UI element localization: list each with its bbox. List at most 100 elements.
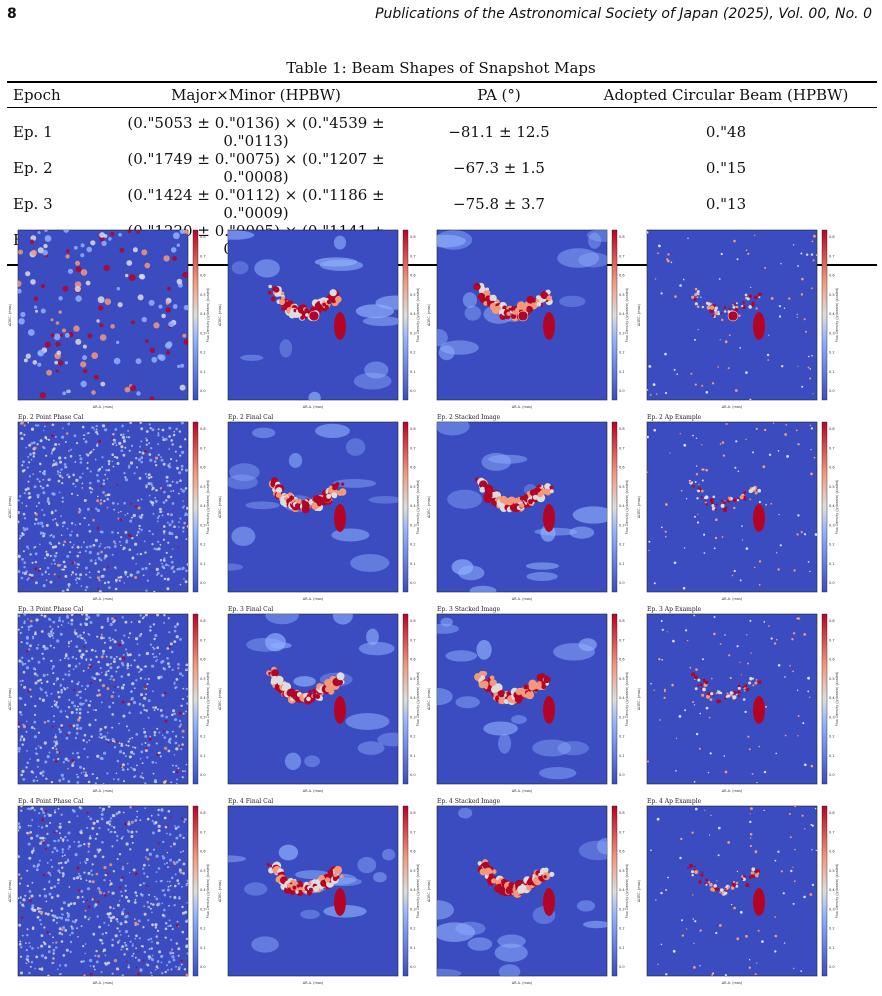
- colorbar-tick-label: 0.7: [410, 254, 416, 258]
- y-axis-label: ΔDEC. (mas): [8, 495, 12, 518]
- y-axis-label: ΔDEC. (mas): [218, 879, 222, 902]
- colorbar-tick-label: 0.2: [619, 927, 625, 931]
- colorbar-tick-label: 0.1: [619, 754, 625, 758]
- x-axis-label: ΔR.A. (mas): [512, 597, 533, 601]
- map-emission: [228, 423, 398, 572]
- x-axis-label: ΔR.A. (mas): [303, 981, 324, 985]
- colorbar-label: Flux Density (Jy/beam) (scaled): [835, 479, 839, 534]
- map-background: [646, 805, 818, 977]
- cell-pa: −75.8 ± 3.7: [453, 195, 545, 213]
- x-axis-label: ΔR.A. (mas): [93, 405, 114, 409]
- colorbar-tick-label: 0.0: [410, 389, 416, 393]
- page-number: 8: [7, 6, 17, 22]
- journal-title: Publications of the Astronomical Society…: [375, 6, 872, 22]
- map-emission: [647, 422, 817, 590]
- colorbar-tick-label: 0.6: [619, 658, 625, 662]
- colorbar-gradient: [611, 229, 618, 401]
- colorbar-tick-label: 0.3: [200, 523, 206, 527]
- panel-title: Ep. 3 Stacked Image: [437, 606, 501, 613]
- colorbar-tick-label: 0.7: [410, 830, 416, 834]
- colorbar-tick-label: 0.5: [200, 293, 206, 297]
- colorbar-tick-label: 0.3: [200, 715, 206, 719]
- colorbar-tick-label: 0.7: [829, 446, 835, 450]
- colorbar-tick-label: 0.6: [619, 274, 625, 278]
- colorbar-tick-label: 0.7: [200, 830, 206, 834]
- colorbar-tick-label: 0.1: [829, 370, 835, 374]
- y-axis-label: ΔDEC. (mas): [218, 495, 222, 518]
- colorbar-gradient: [192, 805, 199, 977]
- panel-title: Ep. 2 Point Phase Cal: [18, 414, 83, 421]
- colorbar-tick-label: 0.8: [829, 427, 835, 431]
- colorbar-label: Flux Density (Jy/beam) (scaled): [625, 287, 629, 342]
- colorbar-tick-label: 0.1: [829, 754, 835, 758]
- colorbar-label: Flux Density (Jy/beam) (scaled): [625, 863, 629, 918]
- colorbar-tick-label: 0.1: [410, 562, 416, 566]
- colorbar-tick-label: 0.8: [200, 427, 206, 431]
- x-axis-label: ΔR.A. (mas): [722, 597, 743, 601]
- colorbar-label: Flux Density (Jy/beam) (scaled): [416, 863, 420, 918]
- colorbar-tick-label: 0.5: [829, 869, 835, 873]
- cell-pa: −67.3 ± 1.5: [453, 159, 545, 177]
- colorbar-tick-label: 0.7: [619, 446, 625, 450]
- colorbar-tick-label: 0.6: [410, 466, 416, 470]
- map-panel: 0.8 0.7 0.6 0.5 0.4 0.3 0.2 0.1 0.0 Flux Density …: [218, 229, 420, 409]
- colorbar-tick-label: 0.3: [829, 331, 835, 335]
- colorbar: 0.8 0.7 0.6 0.5 0.4 0.3 0.2 0.1 0.0 Flux Density …: [611, 805, 629, 977]
- map-emission: [18, 230, 188, 400]
- colorbar-tick-label: 0.8: [619, 235, 625, 239]
- colorbar: 0.8 0.7 0.6 0.5 0.4 0.3 0.2 0.1 0.0 Flux Density …: [192, 229, 210, 401]
- colorbar: 0.8 0.7 0.6 0.5 0.4 0.3 0.2 0.1 0.0 Flux Density …: [402, 613, 420, 785]
- colorbar-tick-label: 0.4: [619, 888, 625, 892]
- colorbar-tick-label: 0.2: [829, 735, 835, 739]
- colorbar-tick-label: 0.2: [829, 543, 835, 547]
- colorbar-tick-label: 0.5: [619, 485, 625, 489]
- map-panel: 0.8 0.7 0.6 0.5 0.4 0.3 0.2 0.1 0.0 Flux Density …: [8, 414, 210, 601]
- beam-marker: [517, 310, 529, 322]
- map-emission: [18, 614, 188, 784]
- colorbar: 0.8 0.7 0.6 0.5 0.4 0.3 0.2 0.1 0.0 Flux Density …: [402, 421, 420, 593]
- colorbar-tick-label: 0.1: [619, 370, 625, 374]
- map-panel: 0.8 0.7 0.6 0.5 0.4 0.3 0.2 0.1 0.0 Flux Density …: [637, 798, 839, 985]
- colorbar-tick-label: 0.3: [619, 715, 625, 719]
- map-emission: [647, 614, 814, 784]
- map-panel: 0.8 0.7 0.6 0.5 0.4 0.3 0.2 0.1 0.0 Flux Density …: [427, 229, 629, 409]
- colorbar-label: Flux Density (Jy/beam) (scaled): [416, 671, 420, 726]
- x-axis-label: ΔR.A. (mas): [93, 981, 114, 985]
- map-emission: [18, 806, 188, 976]
- colorbar: 0.8 0.7 0.6 0.5 0.4 0.3 0.2 0.1 0.0 Flux Density …: [192, 421, 210, 593]
- y-axis-label: ΔDEC. (mas): [637, 879, 641, 902]
- map-emission: [228, 230, 398, 400]
- colorbar-tick-label: 0.0: [829, 581, 835, 585]
- map-emission: [437, 422, 607, 592]
- colorbar-tick-label: 0.7: [829, 638, 835, 642]
- colorbar-tick-label: 0.8: [200, 811, 206, 815]
- panel-title: Ep. 2 Ap Example: [647, 414, 702, 421]
- colorbar-tick-label: 0.2: [200, 351, 206, 355]
- colorbar-tick-label: 0.1: [829, 562, 835, 566]
- colorbar-tick-label: 0.6: [410, 658, 416, 662]
- colorbar-gradient: [611, 421, 618, 593]
- colorbar-tick-label: 0.2: [619, 543, 625, 547]
- colorbar-tick-label: 0.1: [410, 946, 416, 950]
- colorbar-tick-label: 0.6: [200, 274, 206, 278]
- colorbar-tick-label: 0.5: [619, 677, 625, 681]
- map-panel: 0.8 0.7 0.6 0.5 0.4 0.3 0.2 0.1 0.0 Flux Density …: [8, 606, 210, 793]
- colorbar-tick-label: 0.1: [619, 946, 625, 950]
- colorbar-label: Flux Density (Jy/beam) (scaled): [835, 287, 839, 342]
- colorbar-tick-label: 0.3: [619, 907, 625, 911]
- colorbar-tick-label: 0.8: [829, 619, 835, 623]
- column-header-epoch: Epoch: [7, 81, 89, 108]
- colorbar: 0.8 0.7 0.6 0.5 0.4 0.3 0.2 0.1 0.0 Flux Density …: [611, 229, 629, 401]
- map-background: [17, 613, 189, 785]
- y-axis-label: ΔDEC. (mas): [218, 303, 222, 326]
- colorbar-tick-label: 0.2: [410, 927, 416, 931]
- colorbar-tick-label: 0.3: [619, 523, 625, 527]
- colorbar-tick-label: 0.8: [619, 427, 625, 431]
- map-emission: [246, 614, 398, 770]
- map-panel: 0.8 0.7 0.6 0.5 0.4 0.3 0.2 0.1 0.0 Flux Density …: [8, 798, 210, 985]
- panel-title: Ep. 2 Stacked Image: [437, 414, 501, 421]
- beam-marker: [727, 310, 739, 322]
- panel-title: Ep. 2 Final Cal: [228, 414, 273, 421]
- colorbar-gradient: [821, 229, 828, 401]
